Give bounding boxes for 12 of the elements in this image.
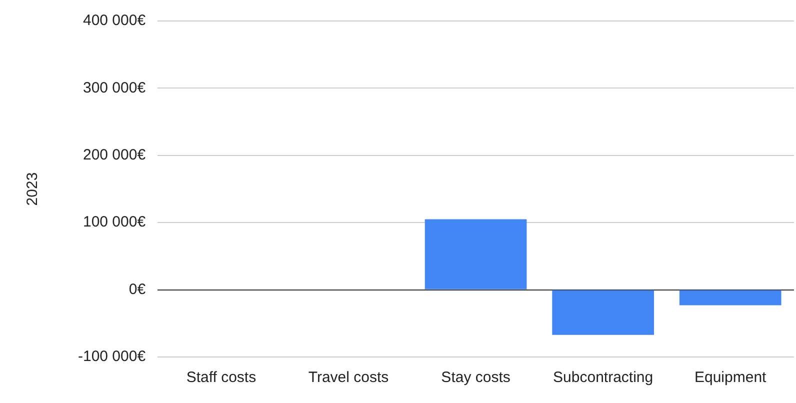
y-tick-label: 300 000€ [82,79,146,96]
y-tick-label: 100 000€ [82,214,146,231]
y-axis-title: 2023 [24,172,42,206]
x-tick-label: Staff costs [186,369,256,386]
x-tick-label: Travel costs [308,369,389,386]
y-tick-label: 200 000€ [82,146,146,164]
y-tick-label: -100 000€ [78,348,146,366]
x-tick-label: Stay costs [441,369,510,386]
x-tick-label: Subcontracting [553,369,654,386]
x-tick-label: Equipment [694,369,768,386]
y-tick-label: 0€ [128,280,146,298]
y-tick-label: 400 000€ [82,12,146,30]
